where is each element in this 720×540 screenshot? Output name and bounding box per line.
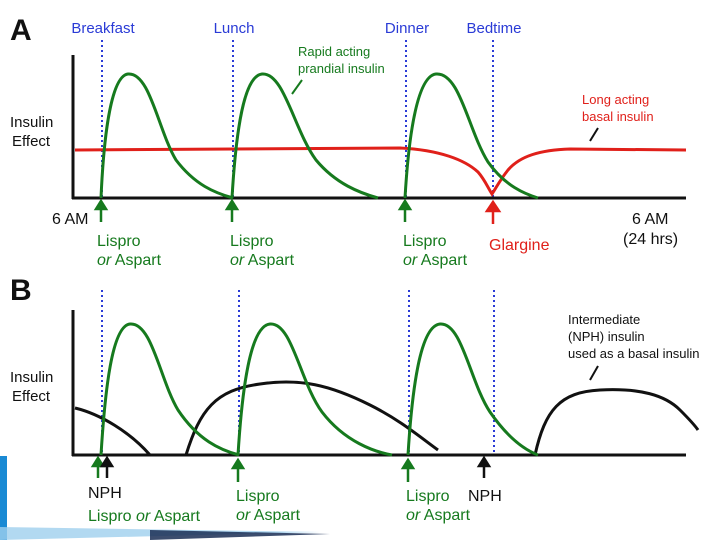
dose-arrowhead-lunch	[224, 198, 240, 211]
b-rapid-curve-dinner	[406, 322, 539, 457]
nph-curve-morning	[184, 380, 439, 456]
slide-footer-decoration	[0, 456, 330, 540]
nph-dose-label-bedtime: NPH	[468, 488, 502, 505]
rapid-curve-breakfast	[99, 72, 234, 200]
nph-label-pointer	[589, 365, 599, 381]
glargine-curve	[74, 146, 687, 197]
nph-arrowhead-morning	[99, 455, 115, 468]
panel-b-ylabel-line1: Insulin	[10, 369, 53, 386]
panel-b-letter: B	[10, 274, 32, 307]
dose-label-dinner-line1: Lispro	[403, 233, 447, 250]
nph-arrowhead-bedtime	[476, 455, 492, 468]
dose-label-dinner-line2: or Aspart	[403, 252, 468, 269]
glargine-label: Glargine	[489, 237, 550, 254]
meal-label-bedtime: Bedtime	[466, 20, 521, 37]
b-dose-label-breakfast-lispro: Lispro	[88, 508, 136, 525]
footer-swoosh-dark	[150, 530, 330, 540]
rapid-curve-lunch	[230, 72, 379, 200]
nph-label-line2: (NPH) insulin	[568, 329, 645, 344]
nph-curve-overnight-tail	[74, 406, 152, 456]
panel-a-x-end-line2: (24 hrs)	[623, 231, 678, 248]
rapid-label-line1: Rapid acting	[298, 44, 370, 59]
long-label-line2: basal insulin	[582, 109, 654, 124]
left-accent-bar	[0, 456, 7, 540]
dose-label-breakfast-or: or	[97, 252, 112, 269]
b-dose-arrowhead-dinner	[400, 457, 416, 470]
nph-label-line1: Intermediate	[568, 312, 640, 327]
dose-arrowhead-breakfast	[93, 198, 109, 211]
b-rapid-curve-lunch	[236, 322, 393, 457]
panel-a-x-start: 6 AM	[52, 211, 88, 228]
rapid-curve-dinner	[403, 72, 539, 200]
dose-label-dinner-or: or	[403, 252, 418, 269]
dose-arrowhead-dinner	[397, 198, 413, 211]
nph-dose-label-morning: NPH	[88, 485, 122, 502]
dose-label-lunch-line2: or Aspart	[230, 252, 295, 269]
dose-label-breakfast-aspart: Aspart	[111, 252, 161, 269]
b-dose-label-lunch-line1: Lispro	[236, 488, 280, 505]
dose-label-breakfast-line2: or Aspart	[97, 252, 162, 269]
b-dose-arrowhead-breakfast	[90, 455, 106, 468]
panel-a-letter: A	[10, 14, 32, 47]
meal-label-breakfast: Breakfast	[71, 20, 135, 37]
dose-label-lunch-aspart: Aspart	[244, 252, 294, 269]
b-dose-label-lunch-aspart: Aspart	[250, 507, 300, 524]
b-dose-arrowhead-lunch	[230, 457, 246, 470]
meal-label-lunch: Lunch	[214, 20, 255, 37]
b-dose-label-lunch-line2: or Aspart	[236, 507, 301, 524]
meal-label-dinner: Dinner	[385, 20, 429, 37]
panel-a-x-end-line1: 6 AM	[632, 211, 668, 228]
b-dose-label-dinner-line2: or Aspart	[406, 507, 471, 524]
rapid-label-pointer	[291, 79, 303, 95]
b-dose-label-breakfast: Lispro or Aspart	[88, 508, 201, 525]
b-dose-label-dinner-aspart: Aspart	[420, 507, 470, 524]
panel-a: A Breakfast Lunch Dinner Bedtime Insulin…	[10, 14, 687, 269]
dose-label-lunch-or: or	[230, 252, 245, 269]
glargine-arrowhead	[484, 199, 502, 213]
dose-label-breakfast-line1: Lispro	[97, 233, 141, 250]
nph-curve-bedtime	[533, 388, 700, 456]
b-dose-label-dinner-line1: Lispro	[406, 488, 450, 505]
panel-b: B Insulin Effect Intermediate (NPH) insu…	[10, 274, 700, 525]
b-rapid-curve-breakfast	[99, 322, 240, 457]
b-dose-label-dinner-or: or	[406, 507, 421, 524]
b-dose-label-breakfast-or: or	[136, 508, 151, 525]
long-label-pointer	[589, 127, 599, 142]
panel-a-ylabel-line2: Effect	[12, 133, 51, 150]
b-dose-label-breakfast-aspart: Aspart	[150, 508, 200, 525]
rapid-label-line2: prandial insulin	[298, 61, 385, 76]
long-label-line1: Long acting	[582, 92, 649, 107]
b-dose-label-lunch-or: or	[236, 507, 251, 524]
nph-label-line3: used as a basal insulin	[568, 346, 700, 361]
dose-label-dinner-aspart: Aspart	[417, 252, 467, 269]
dose-label-lunch-line1: Lispro	[230, 233, 274, 250]
panel-a-ylabel-line1: Insulin	[10, 114, 53, 131]
panel-b-ylabel-line2: Effect	[12, 388, 51, 405]
